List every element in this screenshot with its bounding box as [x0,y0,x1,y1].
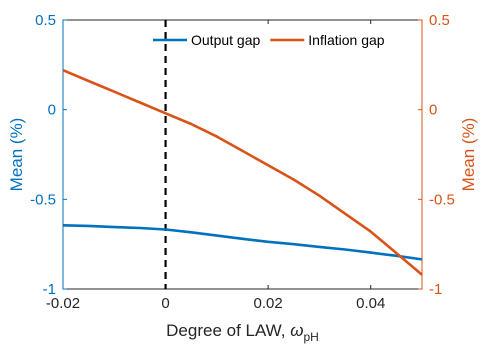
x-tick-label: 0.02 [254,295,283,312]
right-tick-label: 0 [429,102,437,119]
x-axis-label-symbol: ω [290,321,303,340]
series-line-output-gap [62,224,423,261]
right-tick-label: -1 [429,281,442,298]
x-axis-label-subscript: pH [304,330,319,344]
right-tick-label: -0.5 [429,191,455,208]
series-line-inflation-gap [62,69,423,276]
x-tick-label: 0.04 [356,295,385,312]
right-tick-label: 0.5 [429,12,450,29]
x-tick-label: 0 [161,295,169,312]
left-tick-label: 0 [48,102,56,119]
x-tick-label: -0.02 [46,295,80,312]
left-axis-ticks: 0.5 0 -0.5 -1 [30,12,67,298]
plot-frame [62,19,423,290]
right-axis-ticks: 0.5 0 -0.5 -1 [418,12,455,298]
left-tick-label: 0.5 [35,12,56,29]
left-tick-label: -0.5 [30,191,56,208]
left-tick-label: -1 [43,281,56,298]
x-axis-ticks: -0.02 0 0.02 0.04 [46,20,385,312]
x-axis-label: Degree of LAW, ωpH [166,321,319,344]
right-axis-label: Mean (%) [459,118,478,192]
series-group [62,69,423,276]
x-axis-label-text: Degree of LAW, [166,321,290,340]
left-axis-label: Mean (%) [7,118,26,192]
legend-label-output-gap: Output gap [191,32,260,48]
legend: Output gap Inflation gap [153,32,385,48]
legend-label-inflation-gap: Inflation gap [308,32,384,48]
